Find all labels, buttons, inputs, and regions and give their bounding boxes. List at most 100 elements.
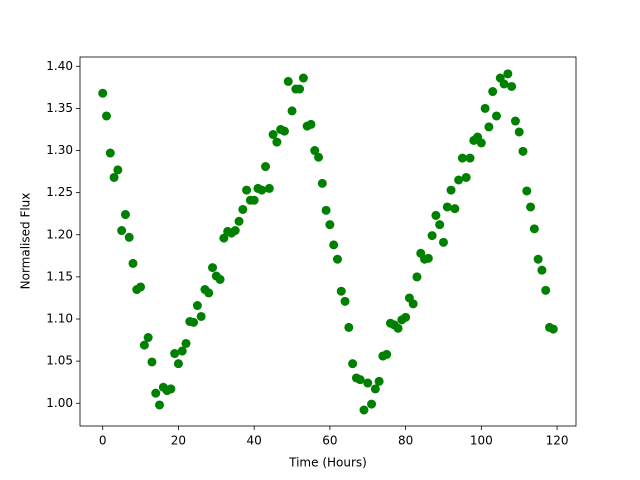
point xyxy=(442,202,452,212)
point xyxy=(151,388,161,398)
point xyxy=(382,349,392,359)
point xyxy=(268,130,278,140)
point xyxy=(279,126,289,136)
y-tick-label: 1.20 xyxy=(46,227,73,241)
point xyxy=(170,349,180,359)
point xyxy=(355,375,365,385)
point xyxy=(113,165,123,175)
point xyxy=(348,359,358,369)
x-tick-label: 80 xyxy=(398,434,413,448)
y-tick-label: 1.40 xyxy=(46,59,73,73)
point xyxy=(287,106,297,116)
point xyxy=(310,146,320,156)
point xyxy=(359,405,369,415)
point xyxy=(124,232,134,242)
point xyxy=(321,205,331,215)
point xyxy=(423,253,433,263)
point xyxy=(298,73,308,83)
point xyxy=(257,185,267,195)
point xyxy=(507,81,517,91)
point xyxy=(412,272,422,282)
point xyxy=(120,210,130,220)
point xyxy=(491,111,501,121)
point xyxy=(155,400,165,410)
y-tick-label: 1.00 xyxy=(46,396,73,410)
y-axis-label: Normalised Flux xyxy=(19,193,33,290)
point xyxy=(465,153,475,163)
point xyxy=(264,183,274,193)
point xyxy=(215,274,225,284)
point xyxy=(522,186,532,196)
point xyxy=(181,338,191,348)
point xyxy=(476,138,486,148)
point xyxy=(435,220,445,230)
point xyxy=(548,324,558,334)
point xyxy=(457,153,467,163)
point xyxy=(514,127,524,137)
y-tick-label: 1.35 xyxy=(46,101,73,115)
point xyxy=(526,202,536,212)
y-tick-label: 1.25 xyxy=(46,185,73,199)
x-tick-label: 0 xyxy=(99,434,107,448)
point xyxy=(363,378,373,388)
point xyxy=(208,263,218,273)
point xyxy=(177,346,187,356)
point xyxy=(541,285,551,295)
point xyxy=(450,204,460,214)
point xyxy=(139,340,149,350)
point xyxy=(105,148,115,158)
point xyxy=(461,172,471,182)
point xyxy=(503,69,513,79)
x-tick-label: 120 xyxy=(546,434,569,448)
point xyxy=(393,323,403,333)
plot-frame xyxy=(79,56,577,427)
point xyxy=(480,103,490,113)
point xyxy=(408,299,418,309)
point xyxy=(374,376,384,386)
point xyxy=(242,185,252,195)
x-axis-label: Time (Hours) xyxy=(288,456,367,470)
point xyxy=(173,359,183,369)
point xyxy=(325,220,335,230)
point xyxy=(147,357,157,367)
point xyxy=(336,286,346,296)
point xyxy=(340,296,350,306)
y-tick-label: 1.30 xyxy=(46,143,73,157)
point xyxy=(230,226,240,236)
point xyxy=(283,76,293,86)
point xyxy=(219,233,229,243)
point xyxy=(109,172,119,182)
point xyxy=(431,210,441,220)
point xyxy=(238,204,248,214)
point xyxy=(306,119,316,129)
point xyxy=(272,137,282,147)
y-tick-label: 1.15 xyxy=(46,269,73,283)
point xyxy=(98,88,108,98)
point xyxy=(136,282,146,292)
point xyxy=(367,399,377,409)
point xyxy=(249,195,259,205)
point xyxy=(102,111,112,121)
x-tick-label: 60 xyxy=(322,434,337,448)
point xyxy=(401,312,411,322)
x-tick-label: 100 xyxy=(470,434,493,448)
point xyxy=(370,384,380,394)
point xyxy=(344,322,354,332)
point xyxy=(143,333,153,343)
y-tick-label: 1.05 xyxy=(46,354,73,368)
point xyxy=(427,231,437,241)
point xyxy=(314,152,324,162)
point xyxy=(438,237,448,247)
point xyxy=(499,79,509,89)
point xyxy=(533,254,543,264)
point xyxy=(518,146,528,156)
point xyxy=(317,178,327,188)
point xyxy=(128,258,138,268)
point xyxy=(529,224,539,234)
y-tick-label: 1.10 xyxy=(46,312,73,326)
point xyxy=(166,384,176,394)
point xyxy=(332,254,342,264)
x-tick-label: 20 xyxy=(171,434,186,448)
point xyxy=(261,162,271,172)
